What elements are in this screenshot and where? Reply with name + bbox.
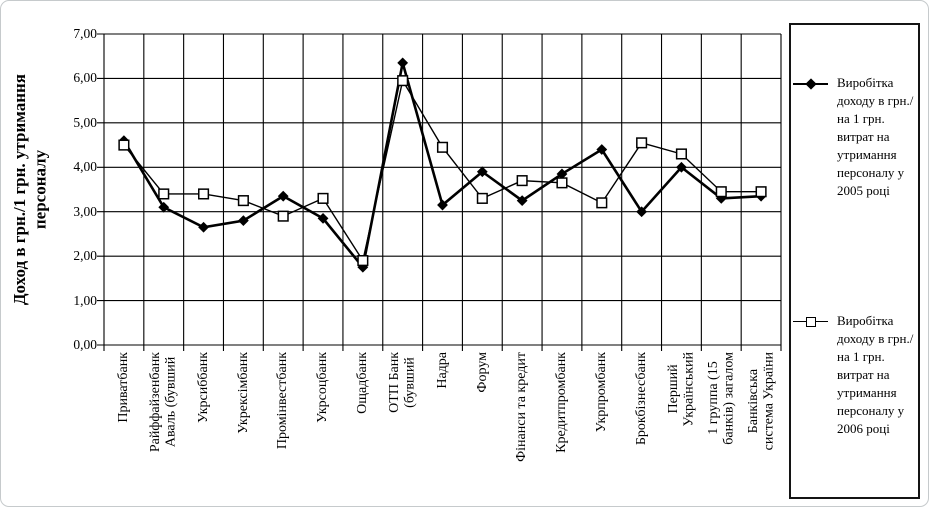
y-axis-tick-label: 4,00 xyxy=(73,159,97,175)
x-axis-label: Надра xyxy=(434,352,450,389)
x-axis-label: Промінвестбанк xyxy=(275,352,291,450)
series-2005-markers xyxy=(118,57,767,273)
x-axis-label: Перший Український xyxy=(666,352,697,427)
x-axis-label: Банківська система України xyxy=(745,352,777,451)
legend-entry-2005: Виробітка доходу в грн./ на 1 грн. витра… xyxy=(793,74,916,200)
x-axis-label: Укрпромбанк xyxy=(594,352,610,433)
plot-svg xyxy=(97,33,782,351)
x-axis-label: Укрсоцбанк xyxy=(315,352,331,423)
gridlines xyxy=(97,33,782,351)
x-axis-label: Райффайзенбанк Аваль (бувший xyxy=(148,352,179,453)
y-axis-title-text: Доход в грн./1 грн. утримання персоналу xyxy=(10,73,50,306)
legend-label-2006: Виробітка доходу в грн./ на 1 грн. витра… xyxy=(837,313,914,436)
x-axis-label: Кредитпромбанк xyxy=(554,352,570,453)
x-axis-label: 1 группа (15 банків) загалом xyxy=(705,352,737,445)
y-axis-tick-label: 6,00 xyxy=(73,70,97,86)
legend-label-2005: Виробітка доходу в грн./ на 1 грн. витра… xyxy=(837,75,914,198)
series-2005-line xyxy=(122,62,762,271)
y-axis-tick-label: 0,00 xyxy=(73,337,97,352)
series-2006-markers xyxy=(118,75,767,267)
y-axis-tick-label: 7,00 xyxy=(73,26,97,41)
y-axis-tick-label: 1,00 xyxy=(73,292,97,308)
plot-area xyxy=(96,33,790,359)
y-axis-tick-label: 5,00 xyxy=(73,114,97,130)
legend: Виробітка доходу в грн./ на 1 грн. витра… xyxy=(789,23,920,499)
legend-entry-2006: Виробітка доходу в грн./ на 1 грн. витра… xyxy=(793,312,916,438)
x-axis-label: ОТП Банк (бувший xyxy=(387,352,418,413)
x-axis-label: Фінанси та кредит xyxy=(514,352,530,462)
x-axis-label: Форум xyxy=(474,352,490,393)
y-axis-tick-label: 2,00 xyxy=(73,248,97,264)
x-axis-label: Укрсиббанк xyxy=(195,352,211,423)
x-axis-label: Приватбанк xyxy=(116,352,132,423)
filled-diamond-marker-icon xyxy=(793,76,828,92)
x-axis-label: Укрексімбанк xyxy=(235,352,251,434)
x-axis-label: Ощадбанк xyxy=(355,352,371,414)
y-axis-tick-label: 3,00 xyxy=(73,203,97,219)
series-2006-line xyxy=(123,78,762,263)
x-axis-label: Брокбізнесбанк xyxy=(633,352,649,446)
open-square-marker-icon xyxy=(793,314,828,330)
